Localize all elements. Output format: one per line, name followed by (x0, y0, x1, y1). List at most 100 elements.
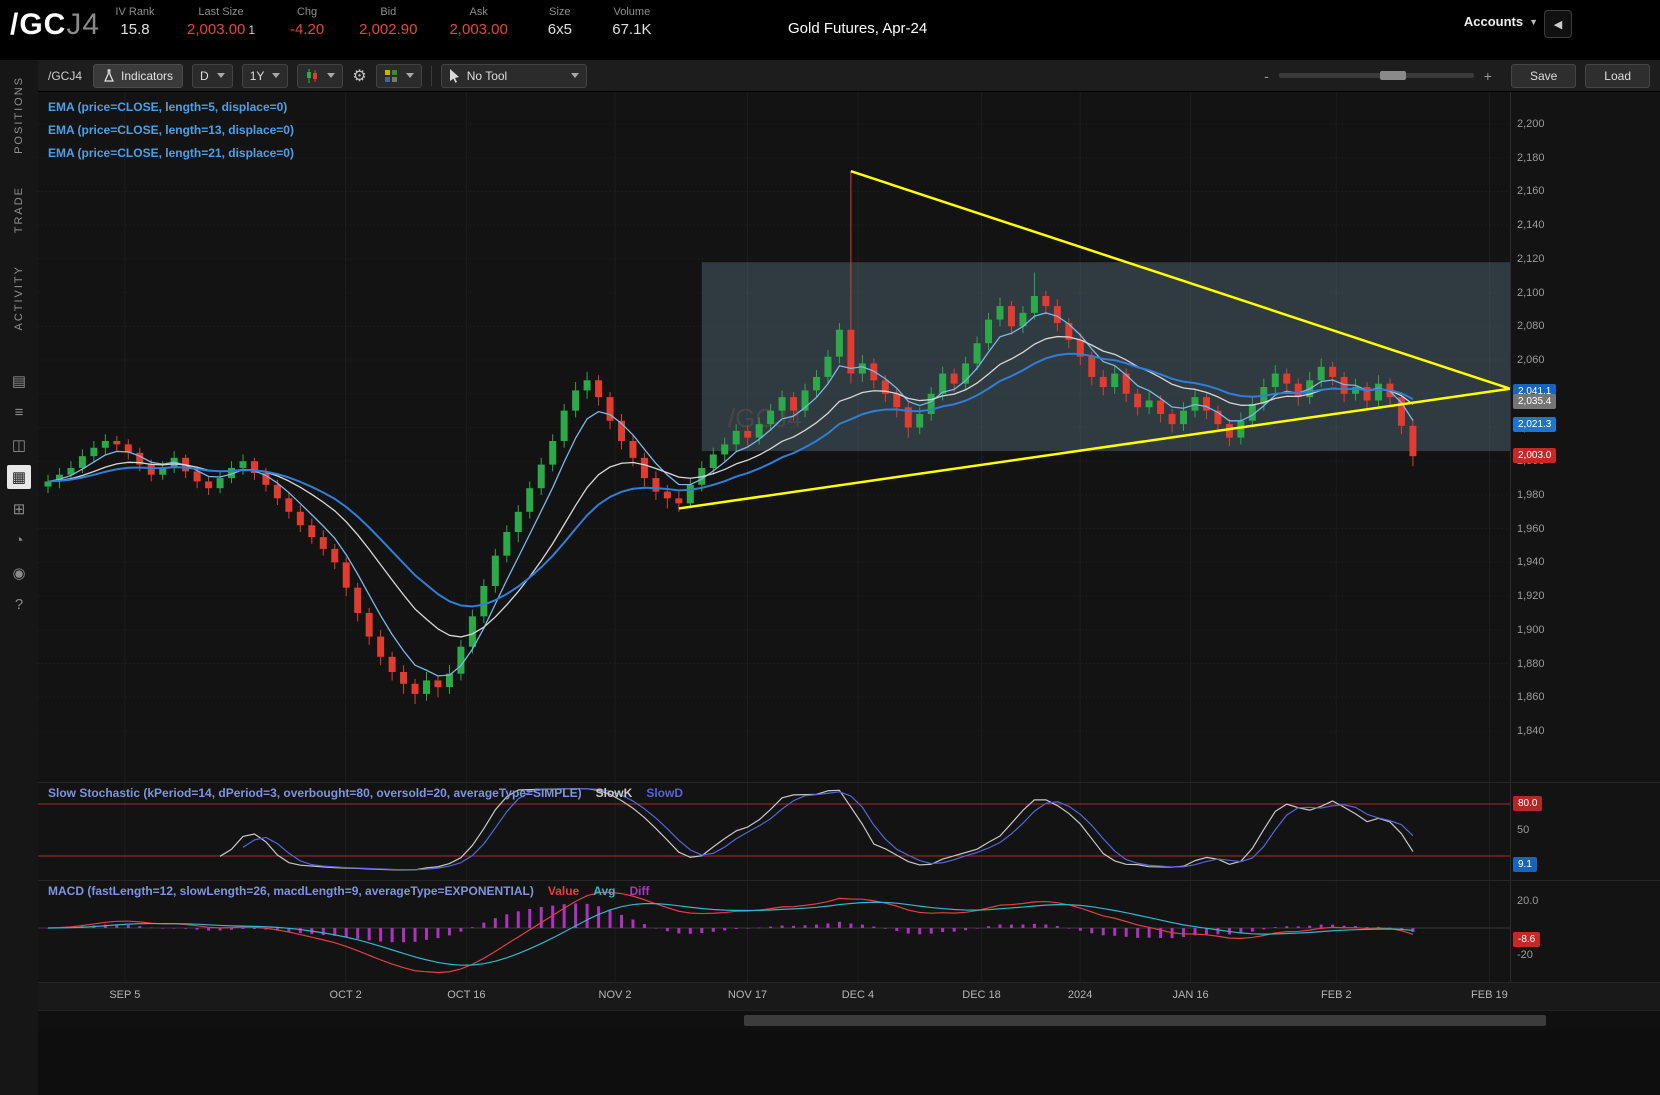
grid-layout-dropdown[interactable] (375, 63, 422, 88)
timeframe-value: D (200, 68, 209, 83)
contract-description: Gold Futures, Apr-24 (788, 20, 928, 37)
macd-diff-label[interactable]: Diff (629, 884, 650, 898)
chevron-down-icon (216, 73, 225, 78)
axis-tick-label: 2,200 (1517, 118, 1545, 130)
stat-value: 2,002.90 (359, 21, 418, 38)
quote-header: /GCJ4 IV Rank 15.8 Last Size 2,003.00 1 Chg -4… (0, 0, 1660, 60)
time-axis[interactable]: SEP 5 OCT 2 OCT 16 NOV 2 NOV 17 DEC 4 DEC 18 20… (38, 982, 1660, 1011)
stochastic-badge: 80.0 (1513, 796, 1543, 811)
stochastic-canvas[interactable] (38, 783, 1510, 881)
scrollbar-thumb[interactable] (743, 1015, 1547, 1026)
slowk-label[interactable]: SlowK (595, 786, 633, 800)
cursor-icon (449, 68, 459, 83)
zoom-slider-track[interactable] (1278, 71, 1474, 80)
price-badge: 2,021.3 (1513, 417, 1557, 433)
stat-label: Size (549, 6, 571, 18)
tool-label: No Tool (466, 68, 508, 83)
accounts-dropdown[interactable]: Accounts ▼ (1464, 14, 1538, 29)
time-axis-label: JAN 16 (1172, 989, 1209, 1001)
symbol-title: /GCJ4 (10, 8, 100, 42)
zoom-slider-handle[interactable] (1380, 71, 1407, 80)
stat-label: Last Size (198, 6, 244, 18)
community-icon[interactable]: ◉ (12, 564, 26, 582)
chevron-down-icon (272, 73, 281, 78)
zoom-control: - + (1264, 68, 1492, 84)
chevron-down-icon (405, 73, 414, 78)
ema21-label[interactable]: EMA (price=CLOSE, length=21, displace=0) (48, 146, 294, 160)
load-button[interactable]: Load (1585, 63, 1650, 88)
slowd-label[interactable]: SlowD (646, 786, 683, 800)
macd-study-legend: MACD (fastLength=12, slowLength=26, macd… (48, 884, 649, 898)
colored-grid-icon (384, 69, 397, 82)
axis-tick-label: 2,080 (1517, 320, 1545, 333)
axis-tick-label: 50 (1517, 824, 1530, 836)
chevron-down-icon (327, 73, 336, 78)
apps-grid-icon[interactable]: ⊞ (12, 500, 26, 518)
macd-avg-label[interactable]: Avg (593, 884, 616, 898)
sidebar-trade-tab[interactable]: TRADE (13, 185, 25, 234)
axis-tick-label: -20 (1517, 949, 1533, 961)
time-axis-label: DEC 4 (841, 989, 875, 1001)
stochastic-badge: 9.1 (1513, 857, 1537, 873)
gear-icon[interactable]: ⚙ (352, 67, 367, 85)
bottom-strip (38, 1030, 1660, 1095)
watchlist-icon[interactable]: ≡ (14, 404, 24, 422)
price-badge: 2,035.4 (1513, 393, 1557, 409)
axis-tick-label: 2,180 (1517, 151, 1545, 164)
stat-value: 2,003.00 1 (187, 21, 256, 38)
macd-value-label[interactable]: Value (547, 884, 580, 898)
quote-stat-volume: Volume 67.1K (612, 4, 652, 40)
price-axis[interactable]: 2,200 2,180 2,160 2,140 2,120 2,100 2,080 2,060… (1510, 92, 1660, 782)
ema5-label[interactable]: EMA (price=CLOSE, length=5, displace=0) (48, 100, 288, 114)
axis-tick-label: 2,100 (1517, 286, 1545, 299)
range-dropdown[interactable]: 1Y (241, 63, 289, 88)
sidebar-positions-tab[interactable]: POSITIONS (13, 76, 25, 154)
chart-scrollbar[interactable] (38, 1010, 1660, 1031)
trade-panel-icon[interactable]: ◫ (11, 436, 27, 454)
stat-label: Bid (380, 6, 397, 18)
time-axis-label: FEB 19 (1471, 989, 1508, 1001)
chart-style-dropdown[interactable] (297, 63, 344, 88)
timeframe-dropdown[interactable]: D (192, 63, 233, 88)
zoom-out-icon[interactable]: - (1264, 67, 1269, 84)
chart-toolbar: /GCJ4 Indicators D 1Y ⚙ No Tool (38, 60, 1660, 92)
macd-axis[interactable]: 20.0 -8.6 -20 (1510, 881, 1660, 983)
symbol-root: /GC (10, 8, 67, 41)
stat-label: Chg (296, 6, 318, 18)
save-button[interactable]: Save (1510, 63, 1577, 88)
chart-grid-icon[interactable]: ▦ (7, 464, 31, 489)
time-axis-label: OCT 16 (447, 989, 486, 1001)
time-axis-label: NOV 2 (598, 989, 632, 1001)
collapse-panel-button[interactable]: ◀ (1544, 10, 1572, 38)
macd-canvas[interactable] (38, 881, 1510, 983)
axis-tick-label: 1,960 (1517, 522, 1545, 535)
axis-tick-label: 1,980 (1517, 488, 1545, 501)
stat-value: 6x5 (547, 21, 572, 38)
indicators-label: Indicators (121, 68, 174, 83)
zoom-in-icon[interactable]: + (1483, 67, 1492, 84)
axis-tick-label: 2,140 (1517, 219, 1545, 232)
stochastic-title[interactable]: Slow Stochastic (kPeriod=14, dPeriod=3, … (48, 786, 582, 800)
history-clock-icon[interactable]: ◔ (14, 532, 24, 550)
ema13-label[interactable]: EMA (price=CLOSE, length=13, displace=0) (48, 123, 294, 137)
chevron-down-icon (570, 73, 579, 78)
stat-value: -4.20 (289, 21, 325, 38)
axis-tick-label: 1,860 (1517, 691, 1545, 704)
toolbar-separator (430, 65, 432, 86)
axis-tick-label: 1,900 (1517, 623, 1545, 636)
quote-stat-size: Size 6x5 (540, 4, 580, 40)
help-icon[interactable]: ? (14, 596, 24, 614)
quote-stat-chg: Chg -4.20 (287, 4, 327, 40)
time-axis-label: NOV 17 (727, 989, 768, 1001)
monitor-icon[interactable]: ▤ (11, 372, 27, 390)
drawing-tool-dropdown[interactable]: No Tool (440, 63, 587, 88)
price-chart-canvas[interactable]: /GCJ4 (38, 92, 1510, 782)
price-chart-panel: EMA (price=CLOSE, length=5, displace=0) … (38, 92, 1660, 782)
quote-stat-ask: Ask 2,003.00 (449, 4, 507, 40)
macd-title[interactable]: MACD (fastLength=12, slowLength=26, macd… (48, 884, 534, 898)
svg-text:/GCJ4: /GCJ4 (728, 403, 802, 433)
sidebar-activity-tab[interactable]: ACTIVITY (13, 265, 25, 331)
stochastic-axis[interactable]: 80.0 50 9.1 (1510, 783, 1660, 881)
indicators-button[interactable]: Indicators (93, 63, 184, 88)
stat-value: 15.8 (120, 21, 150, 38)
